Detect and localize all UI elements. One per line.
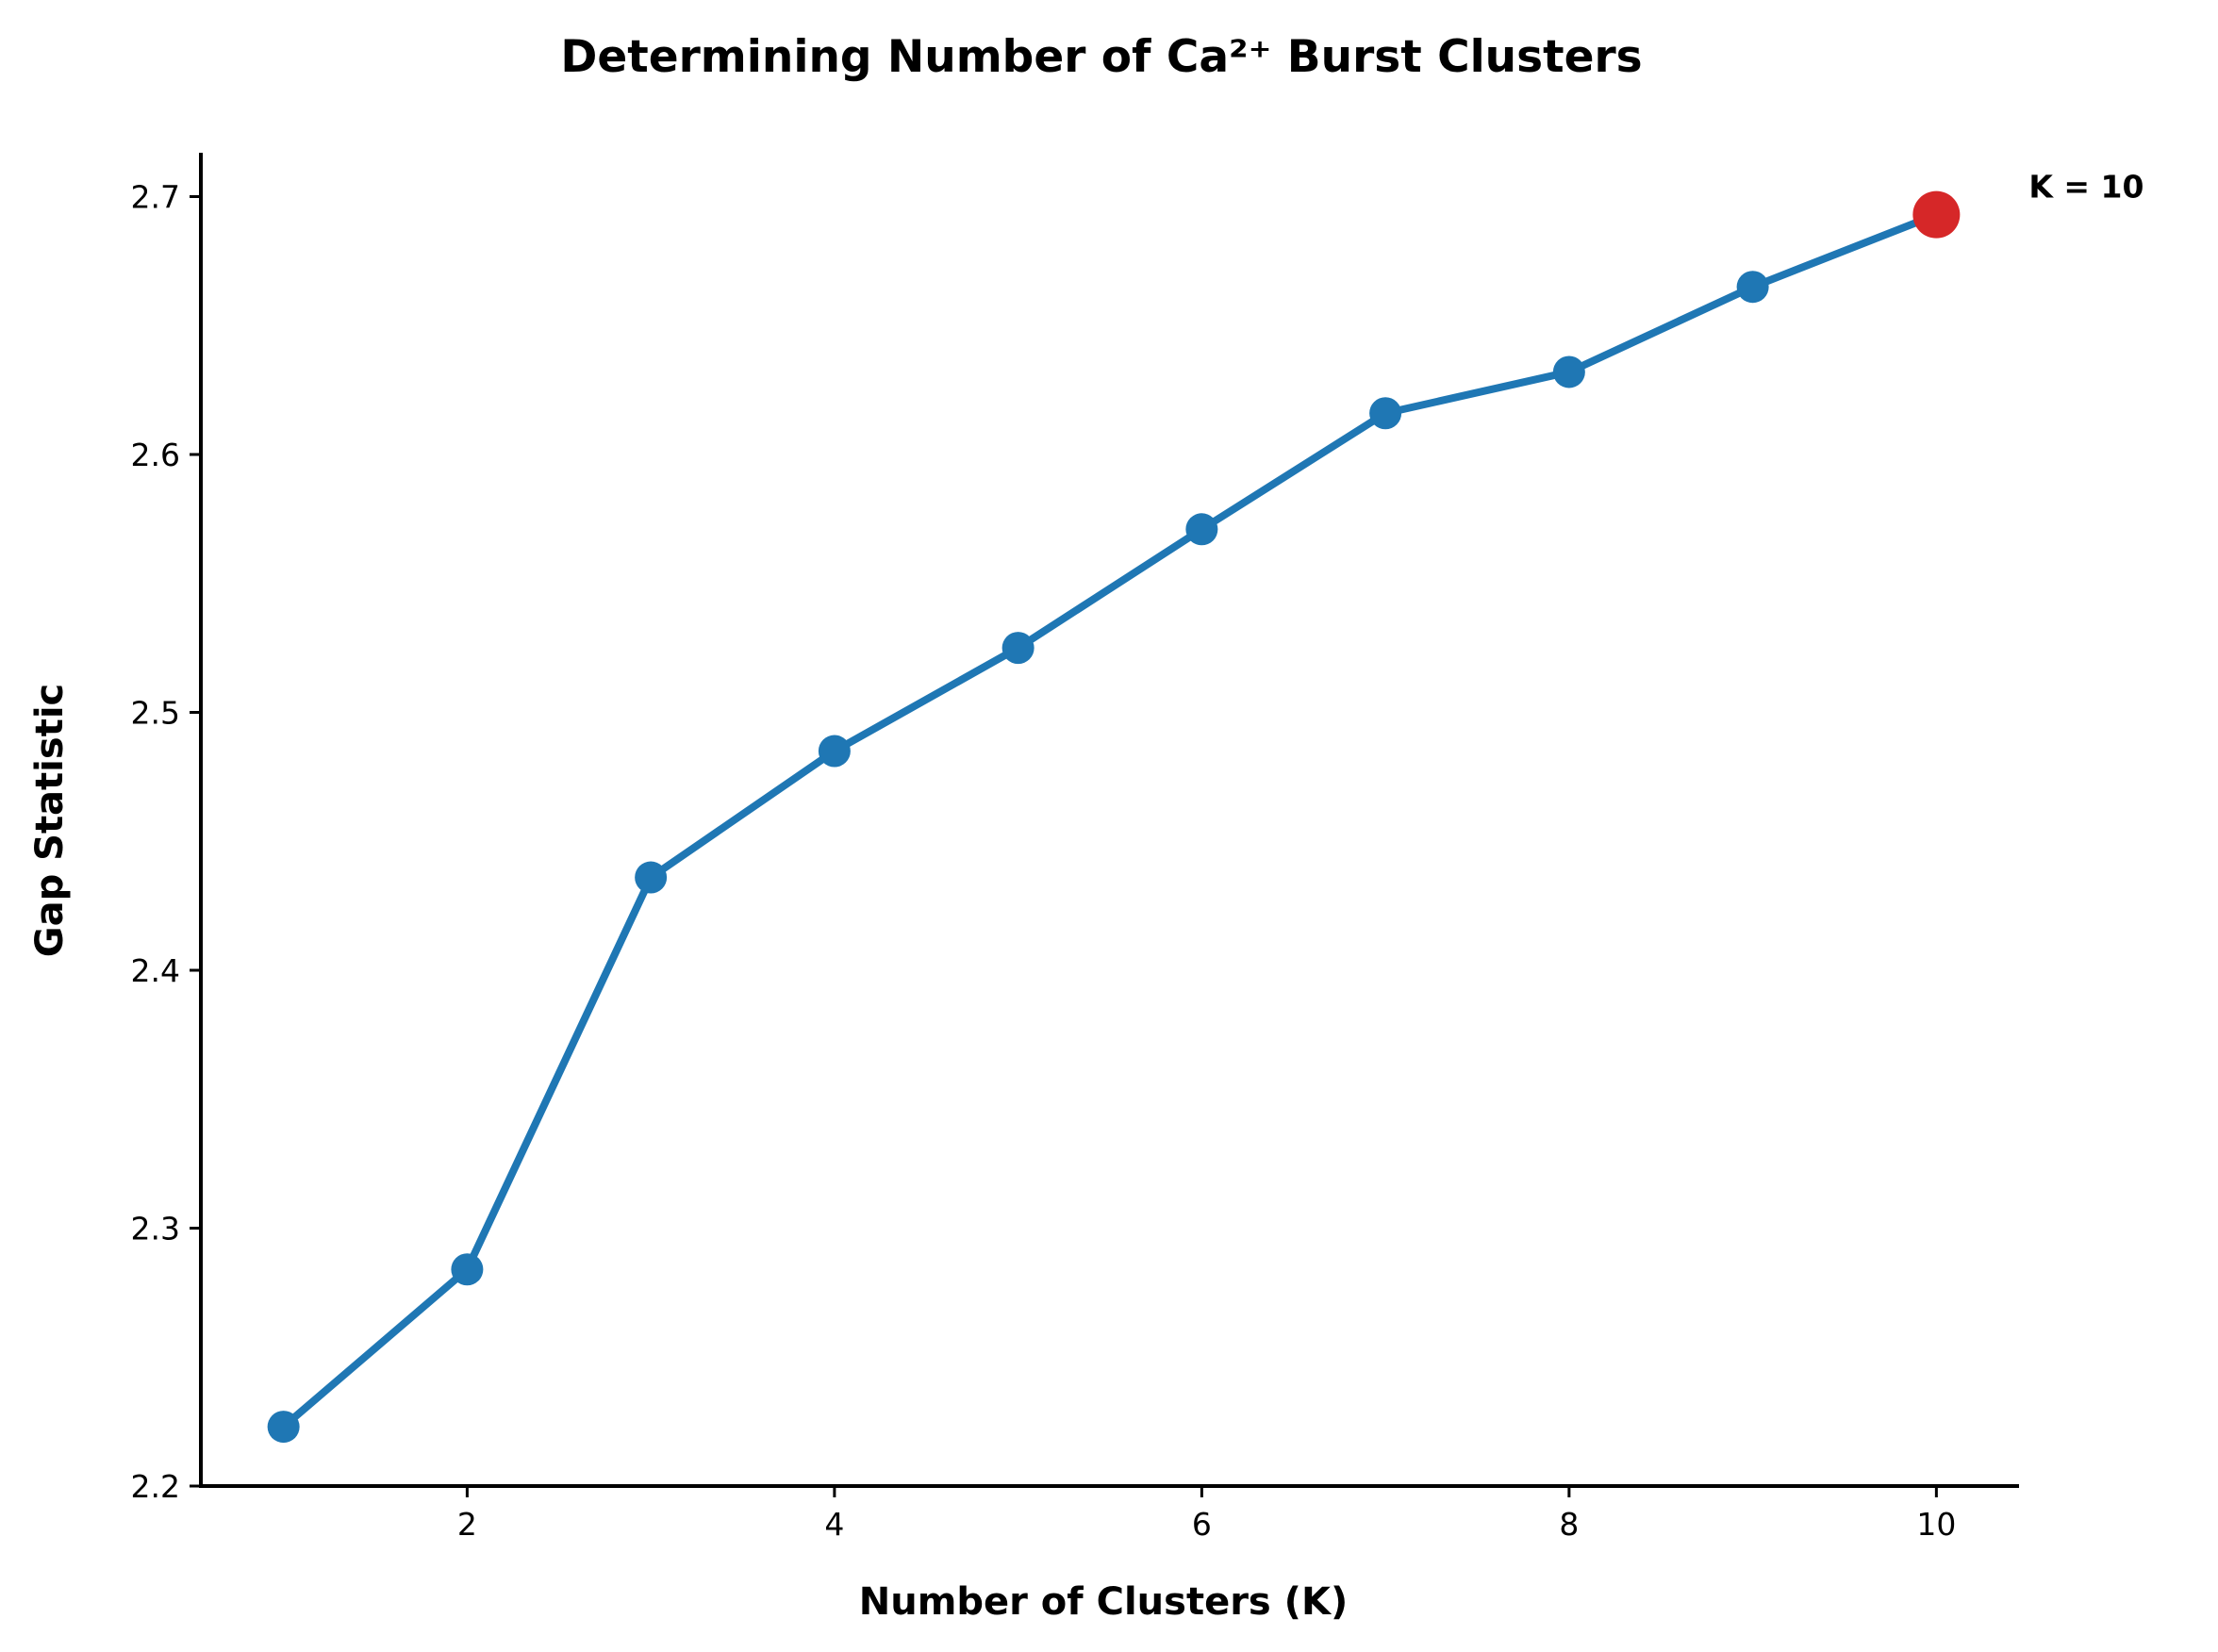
y-tick-label: 2.7 <box>131 178 180 215</box>
x-tick-label: 2 <box>457 1506 477 1543</box>
ticks: 2 4 6 8 10 2.2 2.3 2.4 2.5 2.6 2.7 <box>131 178 1957 1543</box>
x-axis-label: Number of Clusters (K) <box>859 1580 1348 1624</box>
data-point <box>1552 355 1585 388</box>
x-tick-label: 4 <box>824 1506 844 1543</box>
y-tick-label: 2.3 <box>131 1210 180 1247</box>
data-point <box>267 1411 300 1444</box>
axes <box>199 153 2019 1488</box>
data-point <box>1736 271 1769 304</box>
data-point <box>635 861 668 894</box>
y-tick-label: 2.4 <box>131 952 180 989</box>
data-point <box>1001 632 1035 665</box>
series <box>267 190 1961 1444</box>
x-tick-label: 8 <box>1559 1506 1579 1543</box>
y-tick-label: 2.6 <box>131 437 180 473</box>
chart-title: Determining Number of Ca²⁺ Burst Cluster… <box>560 31 1642 83</box>
series-line <box>279 210 1941 1431</box>
x-tick-label: 6 <box>1192 1506 1212 1543</box>
optimal-k-point <box>1912 190 1961 239</box>
y-tick-label: 2.2 <box>131 1468 180 1505</box>
x-tick-label: 10 <box>1916 1506 1956 1543</box>
data-point <box>818 735 851 768</box>
y-tick-label: 2.5 <box>131 694 180 731</box>
y-axis-label: Gap Statistic <box>28 684 72 958</box>
data-point <box>1369 397 1402 430</box>
data-point <box>451 1253 484 1286</box>
optimal-k-annotation: K = 10 <box>2028 169 2144 206</box>
annotations: K = 10 <box>2028 169 2144 206</box>
data-point <box>1185 513 1218 546</box>
